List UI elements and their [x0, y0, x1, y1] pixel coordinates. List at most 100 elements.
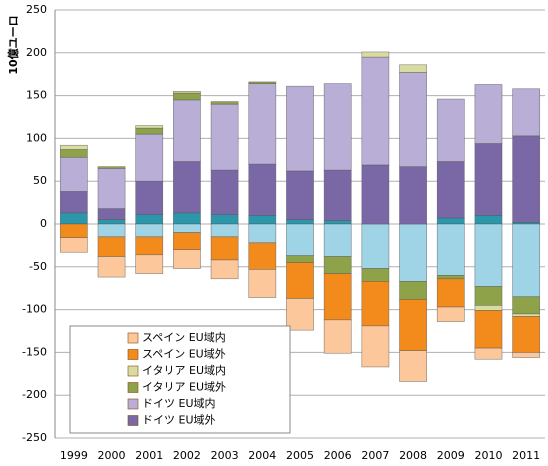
bar	[173, 99, 201, 162]
bar	[436, 223, 465, 276]
bar	[323, 83, 352, 171]
y-tick-label: 150	[26, 89, 47, 102]
bar	[173, 91, 201, 94]
bar	[248, 83, 277, 165]
bar	[248, 269, 277, 298]
bar	[210, 101, 239, 105]
legend-box	[69, 325, 291, 434]
legend-swatch	[127, 332, 139, 344]
x-tick-label: 2011	[512, 449, 540, 462]
bar	[474, 223, 503, 287]
legend-swatch	[127, 398, 139, 410]
bar	[474, 347, 503, 360]
y-tick-label: 200	[26, 46, 47, 59]
bar	[286, 223, 314, 256]
legend-swatch	[127, 365, 139, 377]
bar	[286, 219, 314, 225]
bar	[474, 143, 503, 216]
bar	[323, 220, 352, 225]
bar	[135, 254, 164, 274]
bar	[361, 268, 390, 282]
bar	[512, 296, 541, 315]
x-tick-label: 2008	[399, 449, 427, 462]
bar	[59, 237, 88, 253]
bar	[399, 223, 427, 282]
bar	[210, 103, 239, 171]
bar	[135, 214, 164, 225]
y-tick-label: 50	[33, 174, 47, 187]
bar	[59, 223, 88, 238]
bar	[173, 249, 201, 269]
bar	[399, 72, 427, 167]
bar	[97, 223, 126, 238]
bar	[512, 223, 541, 298]
bar	[323, 169, 352, 221]
y-tick-label: 250	[26, 3, 47, 16]
bar	[59, 149, 88, 158]
bar	[399, 166, 427, 225]
bar	[248, 215, 277, 225]
y-tick-label: 100	[26, 131, 47, 144]
bar	[210, 236, 239, 261]
bar	[436, 217, 465, 225]
y-tick-label: 0	[40, 217, 47, 230]
legend-label: スペイン EU域内	[142, 330, 226, 344]
x-tick-label: 2010	[474, 449, 502, 462]
bar	[399, 64, 427, 73]
x-tick-label: 2009	[437, 449, 465, 462]
x-tick-label: 2005	[286, 449, 314, 462]
bar	[474, 84, 503, 144]
legend-swatch	[127, 415, 139, 426]
bar	[474, 215, 503, 225]
bar	[474, 286, 503, 306]
x-tick-label: 2006	[324, 449, 352, 462]
bar	[286, 298, 314, 331]
bar	[474, 305, 503, 311]
bar	[135, 133, 164, 182]
bar	[474, 310, 503, 349]
bar	[286, 255, 314, 263]
bar	[97, 208, 126, 221]
bar	[173, 232, 201, 250]
legend-label: イタリア EU域外	[142, 381, 226, 394]
bar	[436, 275, 465, 280]
bar	[361, 51, 390, 58]
bar	[248, 81, 277, 84]
bar	[210, 223, 239, 238]
legend-label: ドイツ EU域外	[142, 414, 216, 427]
bar	[436, 278, 465, 308]
bar	[436, 161, 465, 219]
y-tick-label: -250	[22, 431, 47, 444]
bar	[361, 281, 390, 327]
y-tick-label: -100	[22, 303, 47, 316]
bar	[286, 262, 314, 299]
bar	[361, 325, 390, 368]
bar	[97, 166, 126, 169]
y-tick-label: -50	[29, 260, 47, 273]
bar	[512, 316, 541, 353]
bar	[399, 299, 427, 351]
bar	[286, 170, 314, 221]
bar	[173, 161, 201, 214]
bar	[512, 88, 541, 137]
bar	[59, 156, 88, 192]
bar	[436, 306, 465, 322]
bar	[512, 135, 541, 223]
bar	[323, 223, 352, 257]
bar	[248, 242, 277, 270]
bar	[135, 180, 164, 215]
bar	[436, 98, 465, 162]
bar	[248, 163, 277, 216]
x-tick-label: 2004	[248, 449, 276, 462]
x-tick-label: 2002	[173, 449, 201, 462]
x-tick-label: 2003	[211, 449, 239, 462]
legend-swatch	[127, 349, 139, 360]
y-tick-label: -150	[22, 345, 47, 358]
bar	[210, 169, 239, 215]
bar	[361, 164, 390, 225]
x-tick-label: 2007	[361, 449, 389, 462]
bar	[399, 281, 427, 300]
bar	[135, 127, 164, 135]
